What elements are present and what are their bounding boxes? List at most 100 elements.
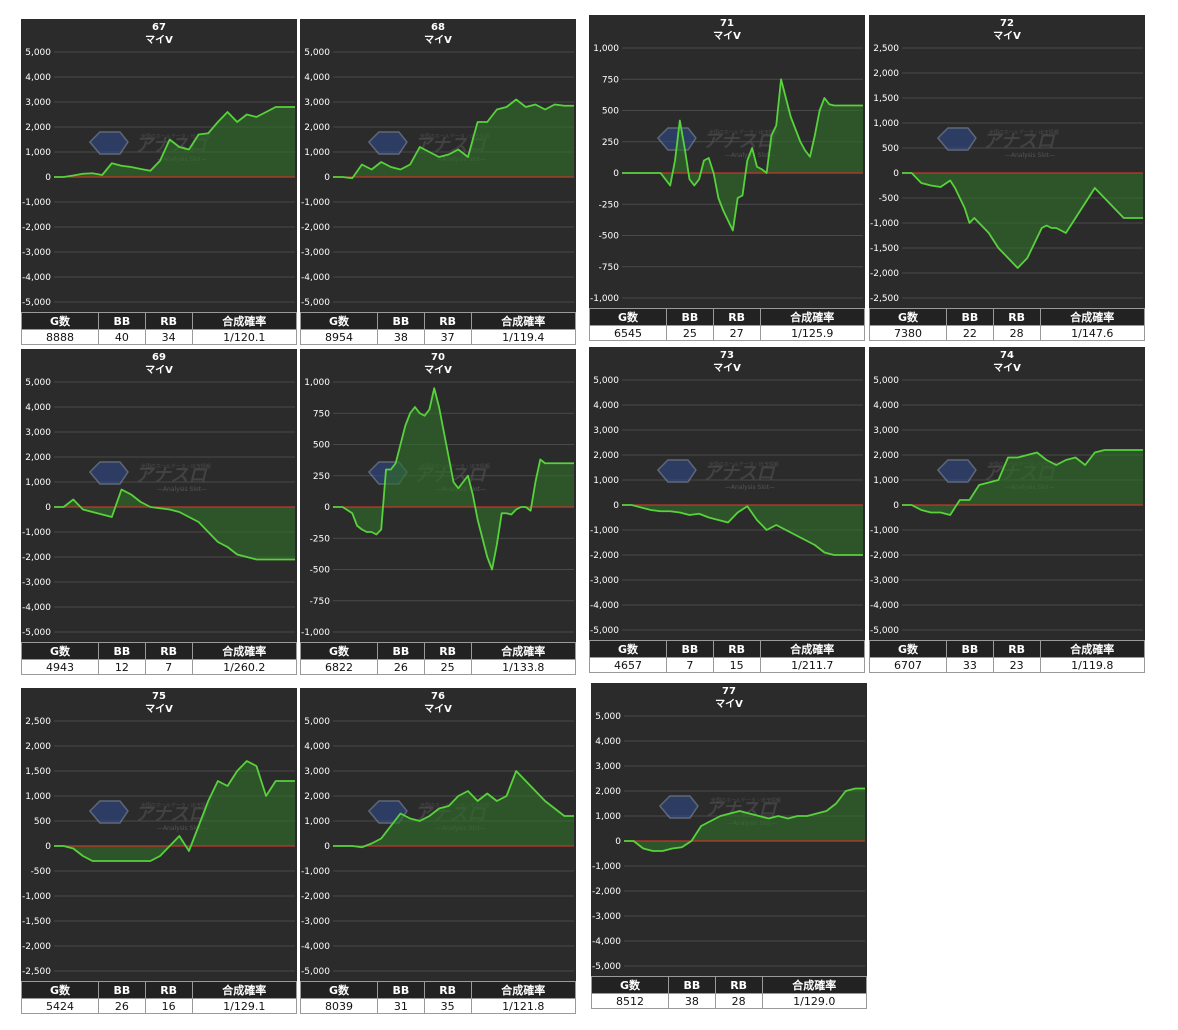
y-tick-label: -500	[599, 232, 620, 242]
stats-value-cell: 23	[992, 657, 1041, 673]
stats-value-cell: 25	[666, 325, 714, 341]
watermark-brand: アナスロ	[135, 804, 209, 825]
y-tick-label: -2,000	[22, 553, 51, 563]
stats-value-row: 8512 38 28 1/129.0	[591, 993, 867, 1009]
chart-subtitle: マイV	[993, 30, 1021, 42]
y-tick-label: -750	[599, 263, 620, 273]
stats-header-cell: 合成確率	[191, 642, 297, 660]
stats-table: G数 BB RB 合成確率 8888 40 34 1/120.1	[21, 312, 297, 345]
stats-header-cell: 合成確率	[470, 981, 576, 999]
chart-subtitle: マイV	[424, 703, 452, 715]
stats-value-cell: 28	[992, 325, 1041, 341]
stats-header-cell: RB	[423, 312, 472, 330]
y-tick-label: -250	[310, 534, 331, 544]
y-tick-label: 2,000	[304, 792, 330, 802]
stats-header-cell: G数	[21, 642, 99, 660]
series-line	[333, 770, 574, 849]
y-tick-label: 500	[602, 107, 619, 117]
y-tick-label: 3,000	[25, 428, 51, 438]
stats-table: G数 BB RB 合成確率 4657 7 15 1/211.7	[589, 640, 865, 673]
y-tick-label: 4,000	[304, 73, 330, 83]
y-tick-label: 5,000	[595, 712, 621, 722]
stats-value-row: 5424 26 16 1/129.1	[21, 998, 297, 1014]
chart-card: 68 マイV 5,000 4,000 3,000 2,000 1,000 0 -1,000 -2,…	[300, 19, 576, 345]
y-tick-label: 3,000	[593, 426, 619, 436]
stats-header-cell: G数	[300, 981, 378, 999]
watermark-tagline: —Analysis Slot—	[157, 825, 207, 832]
chart-panel: 69 マイV 5,000 4,000 3,000 2,000 1,000 0 -1,000 -2,…	[21, 349, 297, 642]
stats-table: G数 BB RB 合成確率 7380 22 28 1/147.6	[869, 308, 1145, 341]
stats-header-cell: G数	[300, 312, 378, 330]
y-tick-label: -5,000	[22, 628, 51, 638]
hexagon-icon	[367, 131, 408, 155]
stats-value-row: 8039 31 35 1/121.8	[300, 998, 576, 1014]
series-line	[622, 78, 863, 232]
chart-panel: 74 マイV 5,000 4,000 3,000 2,000 1,000 0 -1,000 -2,…	[869, 347, 1145, 640]
stats-header-row: G数 BB RB 合成確率	[869, 640, 1145, 658]
y-tick-label: -1,000	[870, 526, 899, 536]
watermark-top-text: 全国のホールデータ・出玉情報	[420, 463, 490, 470]
stats-value-cell: 33	[946, 657, 994, 673]
y-tick-label: 2,000	[25, 453, 51, 463]
chart-card: 71 マイV 1,000 750 500 250 0 -250 -500 -750 -1,000 アナ…	[589, 15, 865, 341]
chart-card: 69 マイV 5,000 4,000 3,000 2,000 1,000 0 -1,000 -2,…	[21, 349, 297, 675]
y-tick-label: -1,000	[301, 198, 330, 208]
stats-header-cell: BB	[98, 642, 146, 660]
stats-header-row: G数 BB RB 合成確率	[300, 642, 576, 660]
chart-subtitle: マイV	[145, 703, 173, 715]
stats-value-cell: 26	[98, 998, 146, 1014]
chart-panel: 75 マイV 2,500 2,000 1,500 1,000 500 0 -500 -1,000 -…	[21, 688, 297, 981]
y-tick-label: -250	[599, 200, 620, 210]
stats-value-cell: 7380	[869, 325, 947, 341]
stats-table: G数 BB RB 合成確率 4943 12 7 1/260.2	[21, 642, 297, 675]
stats-header-cell: RB	[144, 312, 193, 330]
y-tick-label: 1,000	[593, 44, 619, 54]
stats-header-row: G数 BB RB 合成確率	[21, 981, 297, 999]
stats-value-row: 8954 38 37 1/119.4	[300, 329, 576, 345]
stats-value-cell: 1/133.8	[470, 659, 576, 675]
stats-header-cell: RB	[992, 640, 1041, 658]
series-line	[902, 449, 1143, 516]
stats-header-cell: G数	[869, 640, 947, 658]
y-tick-label: -1,000	[870, 219, 899, 229]
series-area	[333, 99, 574, 179]
y-tick-label: 1,000	[304, 817, 330, 827]
watermark-tagline: —Analysis Slot—	[157, 486, 207, 493]
stats-header-cell: G数	[21, 981, 99, 999]
watermark-top-text: 全国のホールデータ・出玉情報	[141, 463, 211, 470]
y-tick-label: 2,000	[25, 123, 51, 133]
y-tick-label: -1,000	[22, 528, 51, 538]
y-tick-label: 2,000	[593, 451, 619, 461]
stats-table: G数 BB RB 合成確率 5424 26 16 1/129.1	[21, 981, 297, 1014]
y-tick-label: -750	[310, 597, 331, 607]
series-line	[54, 760, 295, 862]
hexagon-icon	[936, 459, 977, 483]
line-chart: 70マイV1,0007505002500-250-500-750-1,000アナ…	[301, 352, 574, 638]
stats-value-cell: 1/129.1	[191, 998, 297, 1014]
stats-value-cell: 1/120.1	[191, 329, 297, 345]
y-tick-label: 1,000	[304, 378, 330, 388]
series-line	[54, 488, 295, 561]
y-tick-label: -5,000	[592, 962, 621, 972]
y-tick-label: -2,000	[592, 887, 621, 897]
y-tick-label: -3,000	[22, 578, 51, 588]
hexagon-icon	[658, 795, 699, 819]
stats-header-cell: BB	[377, 312, 425, 330]
stats-header-row: G数 BB RB 合成確率	[589, 640, 865, 658]
chart-title: 72	[1000, 18, 1014, 29]
watermark-brand: アナスロ	[703, 131, 777, 152]
y-tick-label: -4,000	[22, 273, 51, 283]
stats-header-cell: BB	[98, 312, 146, 330]
stats-header-cell: G数	[591, 976, 669, 994]
y-tick-label: -3,000	[22, 248, 51, 258]
y-tick-label: 5,000	[25, 48, 51, 58]
chart-card: 75 マイV 2,500 2,000 1,500 1,000 500 0 -500 -1,000 -…	[21, 688, 297, 1014]
y-tick-label: 2,000	[25, 742, 51, 752]
stats-header-row: G数 BB RB 合成確率	[300, 312, 576, 330]
y-tick-label: -5,000	[301, 967, 330, 977]
y-tick-label: -2,000	[590, 551, 619, 561]
stats-header-cell: G数	[589, 640, 667, 658]
stats-value-cell: 4943	[21, 659, 99, 675]
y-tick-label: -4,000	[301, 273, 330, 283]
